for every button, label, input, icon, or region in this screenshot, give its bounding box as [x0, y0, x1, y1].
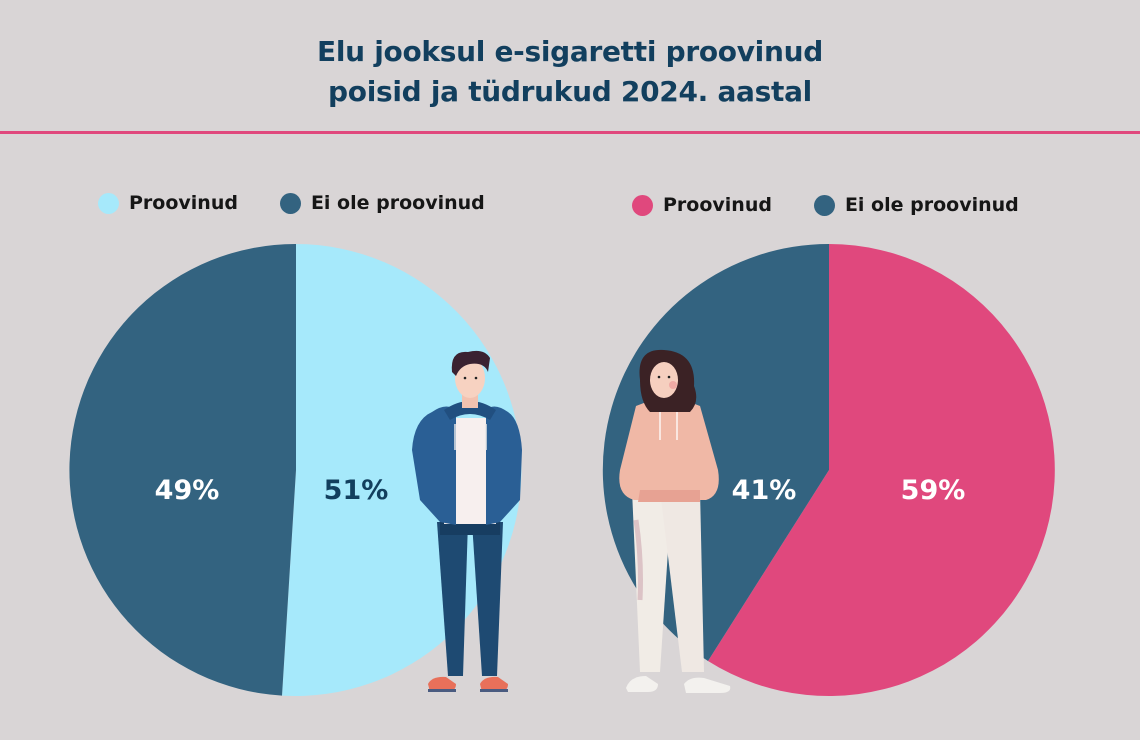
legend-label: Ei ole proovinud: [310, 192, 485, 214]
girls-tried-pct: 59%: [901, 475, 966, 506]
legend-swatch-icon: [98, 192, 119, 214]
boys-legend: Proovinud Ei ole proovinud: [98, 192, 527, 214]
legend-swatch-icon: [632, 194, 653, 216]
legend-label: Ei ole proovinud: [844, 194, 1019, 216]
title-line-1: Elu jooksul e-sigaretti proovinud: [317, 35, 823, 68]
chart-title: Elu jooksul e-sigaretti proovinud poisid…: [0, 32, 1140, 112]
girls-slice-tried: [708, 244, 1055, 696]
boys-slice-not-tried: [69, 243, 296, 696]
boys-tried-pct: 51%: [324, 475, 389, 506]
title-divider: [0, 131, 1140, 134]
legend-item-not-tried: Ei ole proovinud: [813, 194, 1019, 216]
title-line-2: poisid ja tüdrukud 2024. aastal: [328, 75, 812, 108]
girl-illustration-icon: [619, 349, 731, 693]
legend-item-not-tried: Ei ole proovinud: [279, 192, 485, 214]
boys-not-tried-pct: 49%: [155, 475, 220, 506]
boy-illustration-icon: [412, 350, 522, 692]
legend-item-tried: Proovinud: [98, 192, 238, 214]
legend-item-tried: Proovinud: [632, 194, 772, 216]
legend-label: Proovinud: [663, 194, 772, 216]
girls-legend: Proovinud Ei ole proovinud: [632, 194, 1061, 216]
girls-not-tried-pct: 41%: [732, 475, 797, 506]
legend-label: Proovinud: [129, 192, 238, 214]
legend-swatch-icon: [279, 192, 301, 214]
legend-swatch-icon: [813, 194, 835, 216]
